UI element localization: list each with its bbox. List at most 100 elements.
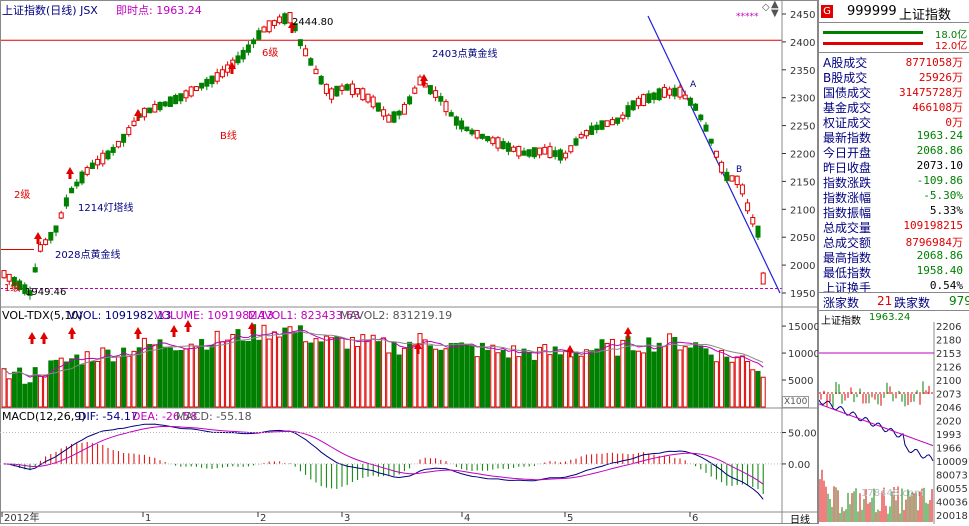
candle-body <box>105 150 111 160</box>
kline-svg[interactable]: 2450 2400 2350 2300 2250 2200 2150 2100 2050 2000… <box>0 0 818 524</box>
candle-body <box>261 26 267 33</box>
volume-bar <box>521 348 527 408</box>
volume-bar <box>537 346 543 408</box>
vol-tick-label: 5000 <box>788 376 813 387</box>
diamond-icon[interactable]: ◇ <box>762 2 770 13</box>
volume-bar <box>557 354 563 408</box>
candle-body <box>126 127 132 136</box>
candle-body <box>521 150 527 156</box>
candle-body <box>547 146 553 159</box>
volume-bar <box>69 358 75 408</box>
candle-body <box>271 20 277 26</box>
macd-indicator-title[interactable]: MACD(12,26,9) <box>2 410 86 423</box>
candle-body <box>100 152 106 165</box>
quote-row-value: 2073.10 <box>916 159 963 172</box>
volume-bar <box>235 329 241 408</box>
candle-body <box>474 129 480 139</box>
price-tick-label: 2000 <box>790 261 815 272</box>
dif-line <box>3 423 764 500</box>
volume-bar <box>32 367 38 408</box>
candle-body <box>719 161 725 173</box>
volume-bar <box>204 349 210 408</box>
candle-body <box>11 276 17 286</box>
volume-bar <box>469 345 475 408</box>
quote-row: 总成交额 8796984万 <box>821 234 967 250</box>
candle-body <box>386 114 392 123</box>
candle-body <box>667 88 673 96</box>
candle-body <box>745 202 751 212</box>
candle-body <box>381 109 387 117</box>
quote-panel: G 999999 上证指数 18.0亿 12.0亿 A股成交 8771058万 B股… <box>818 0 969 524</box>
x-tick-label: 4 <box>464 513 470 524</box>
volume-bar <box>542 344 548 408</box>
volume-bar <box>500 349 506 408</box>
candle-body <box>344 84 350 91</box>
volume-bar <box>251 324 257 408</box>
quote-row-value: 8771058万 <box>905 56 963 69</box>
candle-body <box>479 133 485 139</box>
up-count: 21 <box>877 294 893 308</box>
candle-body <box>469 129 475 135</box>
candle-body <box>256 30 262 40</box>
main-chart-title: 上证指数(日线) JSX <box>2 4 98 17</box>
candle-body <box>349 83 355 96</box>
period-label[interactable]: 日线 <box>790 515 810 526</box>
volume-bar <box>209 344 215 408</box>
candle-body <box>53 225 59 233</box>
g-badge[interactable]: G <box>821 5 833 18</box>
candle-body <box>110 146 116 153</box>
volume-bar <box>297 325 303 408</box>
candle-body <box>750 217 756 225</box>
volume-bar <box>193 345 199 408</box>
volume-bar <box>412 344 418 408</box>
candle-body <box>58 212 64 219</box>
volume-bar <box>448 343 454 408</box>
volume-bar <box>245 340 251 408</box>
quote-row-label: 国债成交 <box>823 86 872 100</box>
down-count: 979 <box>949 294 969 308</box>
mini-intraday-chart[interactable]: 2206 2180 2153 2126 2100 2073 2046 2020 1993 1966… <box>819 322 969 524</box>
volume-bar <box>568 356 574 408</box>
volume-bar <box>162 346 168 408</box>
quote-row-label: 基金成交 <box>823 101 872 115</box>
candle-body <box>703 124 709 132</box>
candle-body <box>537 147 543 156</box>
candle-body <box>199 82 205 89</box>
vol-indicator-title[interactable]: VOL-TDX(5,10) <box>2 309 83 322</box>
mini-tick-label: 1993 <box>936 430 961 441</box>
volume-bar <box>370 334 376 408</box>
line-1214-label: 1214灯塔线 <box>78 203 134 214</box>
x-tick-label: 2 <box>260 513 266 524</box>
quote-row-value: 2068.86 <box>916 249 963 262</box>
volume-bar <box>230 334 236 408</box>
volume-bar <box>141 337 147 408</box>
volume-bar <box>287 326 293 408</box>
volume-bar <box>277 336 283 408</box>
candle-body <box>277 16 283 24</box>
candle-body <box>355 87 361 95</box>
up-arrow-icon <box>414 342 422 354</box>
candle-body <box>79 171 85 184</box>
b-line-label: B线 <box>220 131 237 142</box>
candle-body <box>235 55 241 64</box>
mavol1-value: MAVOL1: 823433.63 <box>248 309 361 322</box>
volume-bar <box>282 327 288 408</box>
volume-bar <box>427 345 433 408</box>
up-arrow-icon <box>420 74 428 86</box>
candle-body <box>599 120 605 130</box>
candle-body <box>95 158 101 166</box>
volume-bar <box>1 368 7 408</box>
realtime-label: 即时点: 1963.24 <box>116 4 202 17</box>
volume-value: VOLUME: 1091982.13 <box>154 309 274 322</box>
mini-tick-label: 20018 <box>936 511 968 522</box>
quote-row: 指数涨跌 -109.86 <box>821 174 967 190</box>
candle-body <box>245 44 251 53</box>
scroll-arrows-icon[interactable]: ▲ ▼ <box>771 0 779 19</box>
quote-row-label: 昨日收盘 <box>823 161 872 175</box>
kline-chart-area[interactable]: 2450 2400 2350 2300 2250 2200 2150 2100 2050 2000… <box>0 0 818 526</box>
candle-body <box>511 146 517 152</box>
price-tick-label: 2350 <box>790 66 815 77</box>
volume-bar <box>713 361 719 408</box>
volume-bar <box>214 330 220 408</box>
volume-bar <box>495 352 501 408</box>
